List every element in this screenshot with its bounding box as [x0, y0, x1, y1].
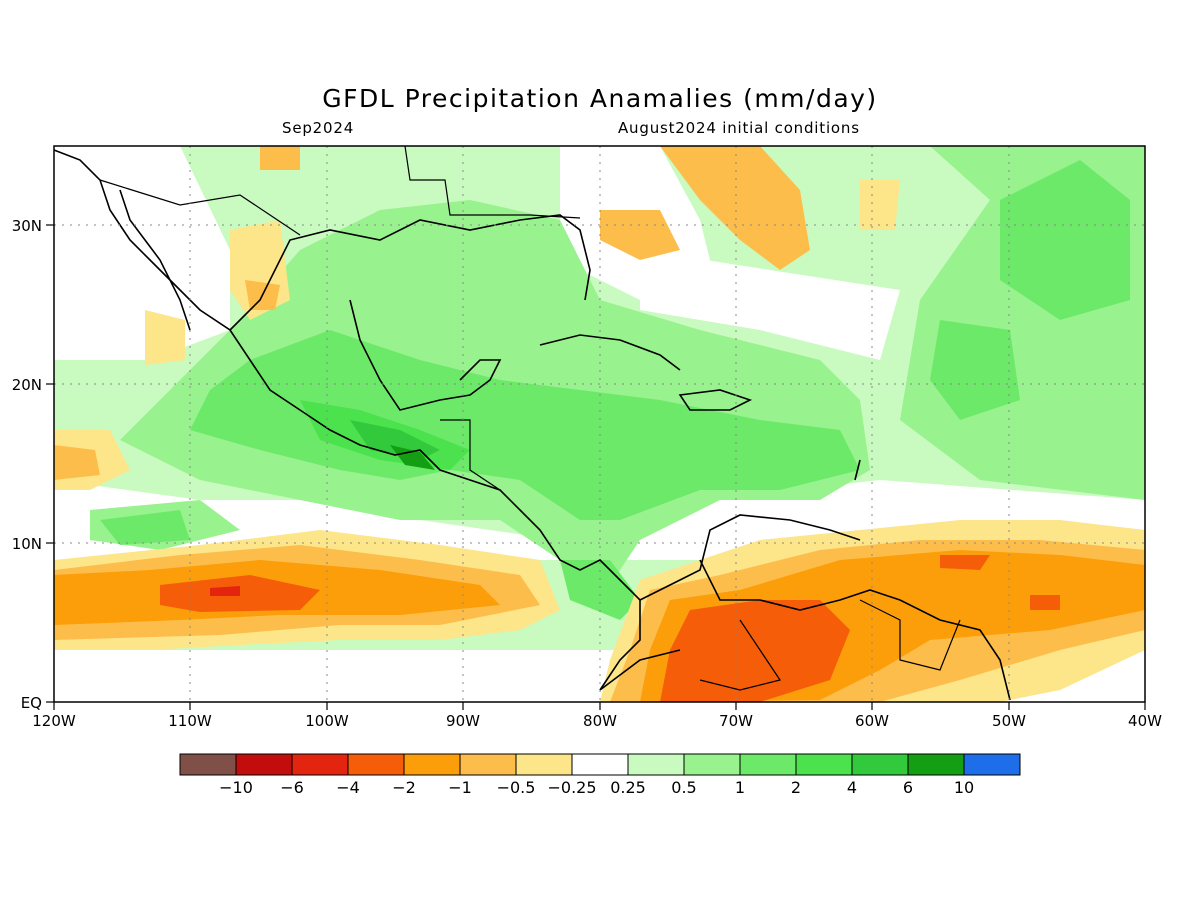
colorbar-swatch	[515, 753, 573, 776]
lat-label: 10N	[12, 535, 42, 553]
lon-label: 80W	[583, 712, 617, 730]
lat-label: 20N	[12, 376, 42, 394]
colorbar-swatch	[347, 753, 405, 776]
colorbar-swatch	[851, 753, 909, 776]
borders	[99, 146, 961, 691]
colorbar-label: −2	[392, 778, 416, 797]
colorbar-swatch	[907, 753, 965, 776]
lon-label: 50W	[992, 712, 1026, 730]
colorbar-label: 0.25	[610, 778, 646, 797]
colorbar-swatch	[795, 753, 853, 776]
colorbar-label: 2	[791, 778, 801, 797]
axis-ticks	[46, 224, 1146, 710]
colorbar-label: 6	[903, 778, 913, 797]
lat-label: 30N	[12, 217, 42, 235]
colorbar-label: −0.25	[547, 778, 596, 797]
colorbar-swatch	[235, 753, 293, 776]
colorbar-swatch	[459, 753, 517, 776]
lon-label: 40W	[1128, 712, 1162, 730]
forecast-month: Sep2024	[282, 119, 355, 137]
colorbar-label: −10	[219, 778, 253, 797]
coastlines	[54, 149, 1011, 701]
colorbar-label: 1	[735, 778, 745, 797]
lon-label: 110W	[168, 712, 212, 730]
colorbar-label: 0.5	[671, 778, 696, 797]
colorbar-swatch	[627, 753, 685, 776]
lon-label: 90W	[446, 712, 480, 730]
colorbar-swatch	[739, 753, 797, 776]
colorbar-label: 4	[847, 778, 857, 797]
colorbar-label: −1	[448, 778, 472, 797]
colorbar-label: −0.5	[497, 778, 536, 797]
lon-label: 70W	[719, 712, 753, 730]
lon-label: 60W	[855, 712, 889, 730]
colorbar-label: −6	[280, 778, 304, 797]
initial-conditions: August2024 initial conditions	[618, 119, 860, 137]
colorbar-swatch	[683, 753, 741, 776]
lat-label: EQ	[21, 694, 42, 712]
lon-label: 100W	[305, 712, 349, 730]
colorbar-swatch	[291, 753, 349, 776]
colorbar-swatch	[963, 753, 1021, 776]
map-title: GFDL Precipitation Anamalies (mm/day)	[322, 84, 878, 113]
colorbar: −10 −6 −4 −2 −1 −0.5 −0.25 0.25 0.5 1 2 4 6 10	[179, 753, 1021, 797]
colorbar-label: −4	[336, 778, 360, 797]
graticule	[54, 146, 1145, 702]
colorbar-label: 10	[954, 778, 974, 797]
colorbar-swatch	[571, 753, 629, 776]
colorbar-swatch	[179, 753, 237, 776]
lon-label: 120W	[32, 712, 76, 730]
colorbar-swatch	[403, 753, 461, 776]
